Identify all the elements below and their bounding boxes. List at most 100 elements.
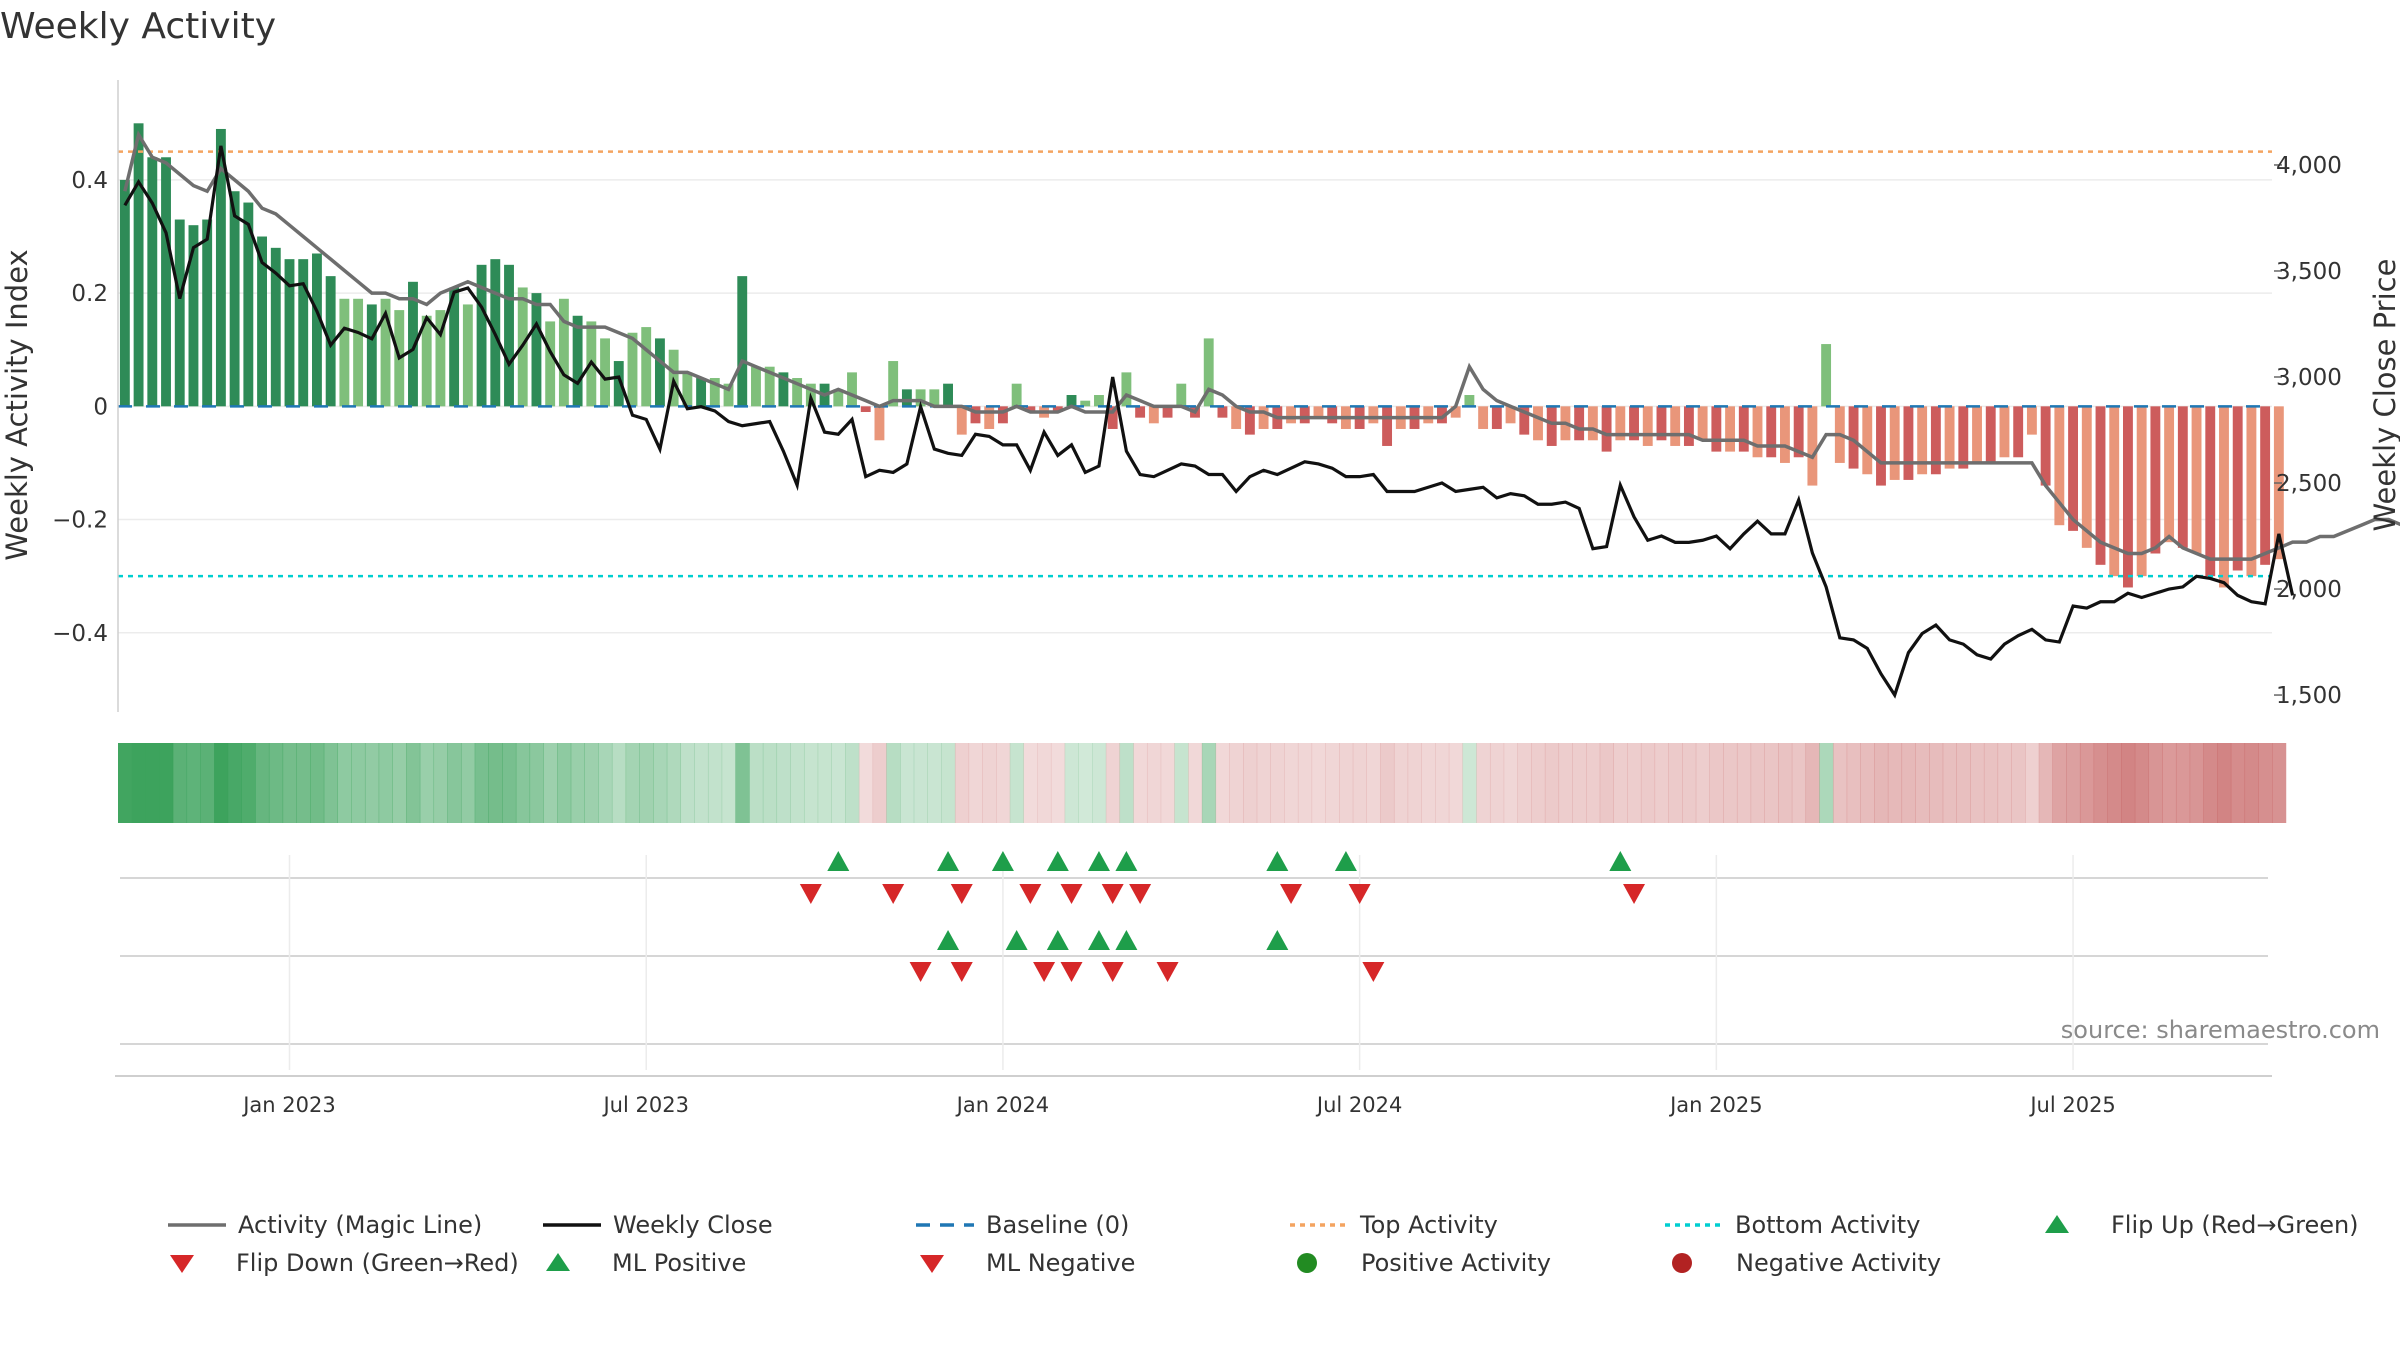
activity-bar [970, 406, 981, 424]
strip-cell [1846, 743, 1861, 823]
ml-negative-marker [1033, 962, 1056, 982]
strip-cell [502, 743, 517, 823]
strip-cell [1215, 743, 1230, 823]
strip-cell [2134, 743, 2150, 823]
y2-tick-label: 2,500 [2276, 471, 2342, 497]
strip-cell [776, 743, 791, 823]
activity-bar [847, 372, 857, 407]
source-label: source: sharemaestro.com [2061, 1016, 2380, 1044]
legend-label: ML Positive [612, 1249, 746, 1277]
activity-bar [1203, 338, 1214, 407]
strip-cell [1791, 743, 1807, 823]
strip-cell [515, 743, 531, 823]
activity-bar [1080, 400, 1091, 407]
strip-cell [1558, 743, 1573, 823]
strip-cell [351, 743, 366, 823]
strip-cell [845, 743, 860, 823]
flip-down-marker [950, 884, 973, 904]
activity-bar [229, 191, 240, 407]
ml-negative-marker [1060, 962, 1083, 982]
strip-cell [653, 743, 668, 823]
strip-cell [570, 743, 585, 823]
activity-bar [737, 276, 748, 407]
strip-cell [611, 743, 627, 823]
strip-cell [1325, 743, 1340, 823]
legend-dot-icon [1672, 1253, 1692, 1273]
legend-down-triangle-icon [170, 1255, 194, 1273]
activity-bar [1738, 406, 1749, 452]
strip-cell [1627, 743, 1642, 823]
activity-bar [1985, 406, 1996, 463]
activity-bar [1546, 406, 1557, 446]
y2-tick-label: 3,000 [2276, 365, 2342, 391]
strip-cell [913, 743, 928, 823]
activity-bar [2177, 406, 2188, 548]
strip-cell [927, 743, 942, 823]
activity-bar [1121, 372, 1132, 407]
strip-cell [268, 743, 284, 823]
strip-cell [1462, 743, 1477, 823]
flip-down-marker [1348, 884, 1371, 904]
ml-positive-marker [1046, 930, 1069, 950]
strip-cell [529, 743, 544, 823]
ml-negative-marker [909, 962, 932, 982]
activity-bar [572, 315, 583, 407]
strip-cell [1997, 743, 2012, 823]
activity-bar [380, 298, 391, 407]
activity-bar [2260, 406, 2271, 565]
strip-cell [694, 743, 709, 823]
activity-bar [2054, 406, 2065, 526]
strip-cell [872, 743, 887, 823]
activity-bar [1711, 406, 1722, 452]
strip-cell [1805, 743, 1820, 823]
strip-cell [1970, 743, 1985, 823]
activity-bar [997, 406, 1008, 424]
strip-cell [749, 743, 764, 823]
ml-positive-marker [937, 930, 960, 950]
strip-cell [2093, 743, 2108, 823]
strip-cell [1297, 743, 1313, 823]
legend-item: Activity (Magic Line) [168, 1211, 482, 1239]
strip-cell [1832, 743, 1848, 823]
legend-item: Top Activity [1290, 1211, 1498, 1239]
y-tick-label: 0.2 [71, 281, 108, 307]
legend-label: Bottom Activity [1735, 1211, 1920, 1239]
activity-bar [723, 383, 734, 407]
activity-bar [1642, 406, 1653, 446]
flip-up-marker [991, 851, 1014, 871]
activity-bar [1848, 406, 1859, 469]
strip-cell [900, 743, 915, 823]
activity-bar [1231, 406, 1242, 429]
strip-cell [2230, 743, 2246, 823]
legend-label: Top Activity [1359, 1211, 1498, 1239]
signal-rows [115, 851, 2272, 1077]
strip-cell [2107, 743, 2122, 823]
magic-line [123, 130, 2400, 561]
strip-cell [2079, 743, 2095, 823]
strip-cell [1243, 743, 1258, 823]
x-tick-label: Jul 2025 [2028, 1093, 2115, 1117]
strip-cell [241, 743, 256, 823]
strip-cell [1640, 743, 1656, 823]
legend-label: Positive Activity [1361, 1249, 1551, 1277]
strip-cell [954, 743, 970, 823]
activity-bar [1286, 406, 1296, 424]
ml-negative-marker [1101, 962, 1124, 982]
strip-cell [364, 743, 380, 823]
activity-bar [1629, 406, 1639, 441]
activity-bar [2095, 406, 2106, 565]
activity-bar [2026, 406, 2037, 435]
strip-cell [543, 743, 558, 823]
activity-bar [1697, 406, 1708, 441]
activity-bar [1052, 406, 1063, 412]
ml-positive-marker [1115, 930, 1138, 950]
flip-up-marker [1266, 851, 1289, 871]
strip-cell [1023, 743, 1038, 823]
strip-cell [1503, 743, 1518, 823]
activity-bar [257, 236, 267, 407]
activity-bar [1464, 395, 1475, 407]
activity-bar [1011, 383, 1022, 407]
legend-up-triangle-icon [546, 1253, 570, 1271]
strip-cell [2011, 743, 2026, 823]
activity-bar [545, 321, 556, 407]
